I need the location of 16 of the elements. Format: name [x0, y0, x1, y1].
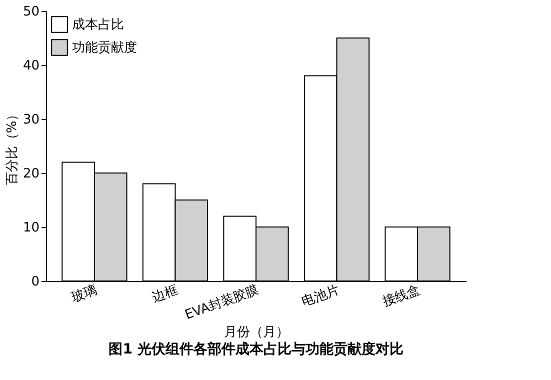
y-tick-label: 20: [22, 166, 40, 182]
text: 图1 光伏组件各部件成本占比与功能贡献度对比: [108, 340, 404, 358]
y-tick-label: 50: [22, 4, 40, 20]
y-tick-label: 10: [22, 220, 40, 236]
x-tick-label: EVA封装胶膜: [183, 282, 261, 324]
y-tick-label: 40: [22, 58, 40, 74]
x-tick-label: 接线盒: [380, 282, 422, 310]
x-tick-label: 玻璃: [70, 282, 100, 306]
y-tick-label: 30: [22, 112, 40, 128]
x-tick-label: 电池片: [300, 282, 342, 310]
y-axis-title: 百分比（%）: [4, 108, 20, 186]
y-tick-label: 0: [31, 274, 40, 290]
legend-label: 功能贡献度: [72, 40, 137, 56]
x-tick-label: 边框: [150, 282, 180, 306]
legend-label: 成本占比: [72, 18, 124, 32]
x-axis-title: 月份（月）: [224, 325, 289, 340]
